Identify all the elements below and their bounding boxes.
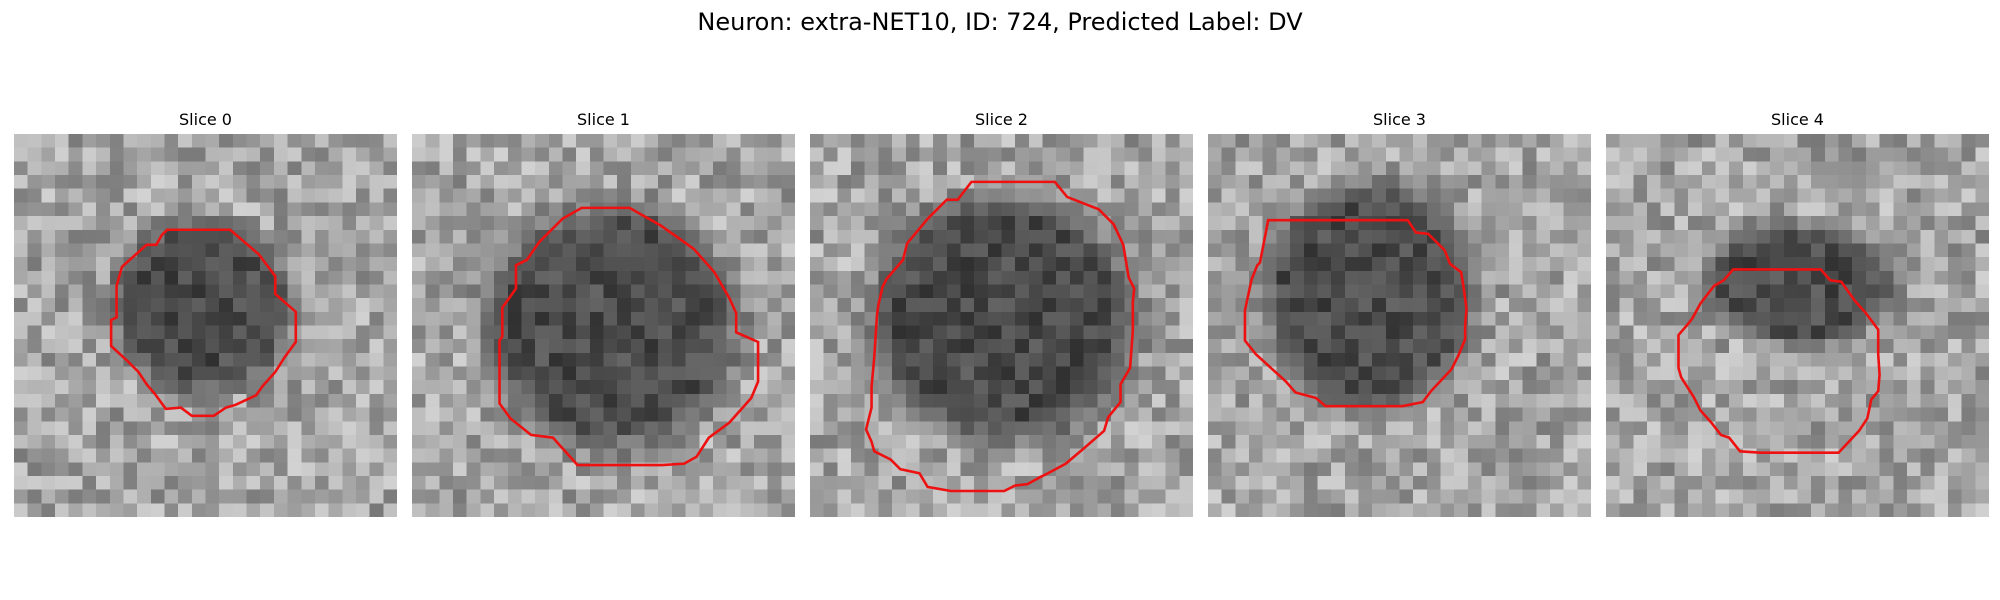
- slice-title: Slice 2: [975, 110, 1028, 129]
- cell-contour: [111, 230, 296, 416]
- grayscale-pixels: [1606, 134, 1989, 517]
- slice-image: [14, 134, 397, 517]
- slice-panel-2: Slice 2: [810, 110, 1193, 520]
- slice-panel-0: Slice 0: [14, 110, 397, 520]
- slice-image: [810, 134, 1193, 517]
- slice-title: Slice 0: [179, 110, 232, 129]
- cell-contour: [866, 182, 1134, 491]
- slice-image: [1208, 134, 1591, 517]
- cell-contour: [1245, 220, 1467, 406]
- cell-contour: [1678, 269, 1879, 452]
- slice-title: Slice 4: [1771, 110, 1824, 129]
- figure-title: Neuron: extra-NET10, ID: 724, Predicted …: [697, 8, 1303, 36]
- slice-panel-4: Slice 4: [1606, 110, 1989, 520]
- slice-image: [1606, 134, 1989, 517]
- grayscale-pixels: [14, 134, 397, 517]
- grayscale-pixels: [412, 134, 795, 517]
- slice-title: Slice 1: [577, 110, 630, 129]
- cell-contour: [500, 208, 759, 465]
- slice-panel-3: Slice 3: [1208, 110, 1591, 520]
- slice-image: [412, 134, 795, 517]
- slice-panel-1: Slice 1: [412, 110, 795, 520]
- grayscale-pixels: [1208, 134, 1591, 517]
- grayscale-pixels: [810, 134, 1193, 517]
- slice-title: Slice 3: [1373, 110, 1426, 129]
